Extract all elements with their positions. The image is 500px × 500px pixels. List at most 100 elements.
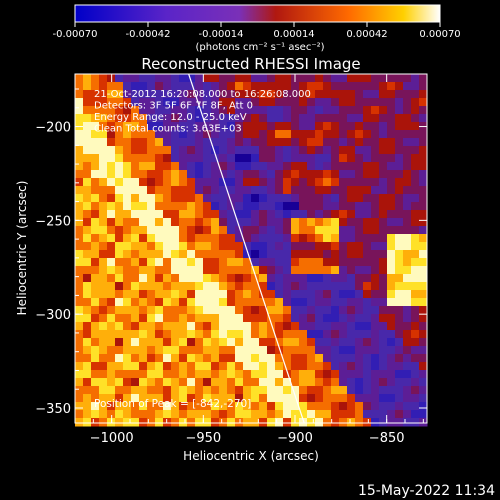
heatmap-cell — [235, 274, 244, 283]
heatmap-cell — [147, 218, 156, 227]
heatmap-cell — [275, 122, 284, 131]
heatmap-cell — [387, 250, 396, 259]
heatmap-cell — [339, 354, 348, 363]
heatmap-cell — [363, 250, 372, 259]
heatmap-cell — [299, 138, 308, 147]
heatmap-cell — [355, 90, 364, 99]
heatmap-cell — [211, 370, 220, 379]
heatmap-cell — [395, 194, 404, 203]
heatmap-cell — [355, 82, 364, 91]
heatmap-cell — [83, 298, 92, 307]
heatmap-cell — [275, 402, 284, 411]
heatmap-cell — [131, 266, 140, 275]
heatmap-cell — [347, 170, 356, 179]
heatmap-cell — [227, 354, 236, 363]
heatmap-cell — [259, 98, 268, 107]
heatmap-cell — [139, 258, 148, 267]
heatmap-cell — [355, 394, 364, 403]
heatmap-cell — [387, 218, 396, 227]
heatmap-cell — [211, 322, 220, 331]
heatmap-cell — [371, 298, 380, 307]
heatmap-cell — [219, 218, 228, 227]
heatmap-cell — [403, 114, 412, 123]
heatmap-cell — [339, 130, 348, 139]
heatmap-cell — [219, 226, 228, 235]
heatmap-cell — [83, 370, 92, 379]
heatmap-cell — [139, 370, 148, 379]
heatmap-cell — [155, 242, 164, 251]
heatmap-cell — [379, 418, 388, 427]
colorbar-units: (photons cm⁻² s⁻¹ asec⁻²) — [195, 42, 324, 53]
heatmap-cell — [259, 346, 268, 355]
heatmap-cell — [299, 346, 308, 355]
heatmap-cell — [403, 178, 412, 187]
heatmap-cell — [107, 202, 116, 211]
heatmap-cell — [299, 250, 308, 259]
heatmap-cell — [187, 194, 196, 203]
heatmap-cell — [315, 106, 324, 115]
heatmap-cell — [331, 314, 340, 323]
heatmap-cell — [371, 354, 380, 363]
heatmap-cell — [195, 370, 204, 379]
heatmap-cell — [387, 314, 396, 323]
heatmap-cell — [203, 394, 212, 403]
heatmap-cell — [347, 394, 356, 403]
heatmap-cell — [395, 178, 404, 187]
heatmap-cell — [99, 106, 108, 115]
heatmap-cell — [171, 138, 180, 147]
heatmap-cell — [379, 330, 388, 339]
heatmap-cell — [83, 154, 92, 163]
heatmap-cell — [139, 282, 148, 291]
colorbar-ticks: -0.00070 -0.00042 -0.00014 0.00014 0.00042 0.… — [53, 22, 461, 40]
heatmap-cell — [291, 314, 300, 323]
heatmap-cell — [411, 306, 420, 315]
heatmap-cell — [315, 138, 324, 147]
heatmap-cell — [179, 138, 188, 147]
heatmap-cell — [195, 106, 204, 115]
heatmap-cell — [323, 122, 332, 131]
heatmap-cell — [403, 74, 412, 83]
heatmap-cell — [243, 290, 252, 299]
heatmap-cell — [251, 122, 260, 131]
heatmap-cell — [347, 282, 356, 291]
heatmap-cell — [227, 74, 236, 83]
heatmap-cell — [203, 226, 212, 235]
heatmap-cell — [339, 274, 348, 283]
heatmap-cell — [83, 202, 92, 211]
heatmap-cell — [99, 410, 108, 419]
heatmap-cell — [139, 402, 148, 411]
heatmap-cell — [339, 330, 348, 339]
heatmap-cell — [155, 330, 164, 339]
heatmap-cell — [115, 122, 124, 131]
heatmap-cell — [83, 170, 92, 179]
heatmap-cell — [219, 354, 228, 363]
heatmap-cell — [211, 266, 220, 275]
heatmap-cell — [99, 138, 108, 147]
heatmap-cell — [419, 250, 428, 259]
heatmap-cell — [347, 242, 356, 251]
plot-frame — [74, 73, 428, 424]
heatmap-cell — [155, 418, 164, 427]
heatmap-cell — [259, 282, 268, 291]
heatmap-cell — [171, 146, 180, 155]
heatmap-cell — [187, 114, 196, 123]
heatmap-cell — [315, 74, 324, 83]
heatmap-cell — [411, 202, 420, 211]
heatmap-cell — [155, 298, 164, 307]
heatmap-cell — [387, 114, 396, 123]
heatmap-cell — [163, 386, 172, 395]
heatmap-cell — [211, 386, 220, 395]
heatmap-cell — [331, 114, 340, 123]
heatmap-cell — [411, 266, 420, 275]
heatmap-cell — [299, 266, 308, 275]
heatmap-cell — [131, 202, 140, 211]
heatmap-cell — [363, 130, 372, 139]
heatmap-cell — [411, 90, 420, 99]
heatmap-cell — [243, 346, 252, 355]
heatmap-cell — [243, 194, 252, 203]
heatmap-cell — [291, 370, 300, 379]
heatmap-cell — [411, 250, 420, 259]
heatmap-cell — [283, 282, 292, 291]
heatmap-cell — [211, 346, 220, 355]
heatmap-cell — [315, 210, 324, 219]
